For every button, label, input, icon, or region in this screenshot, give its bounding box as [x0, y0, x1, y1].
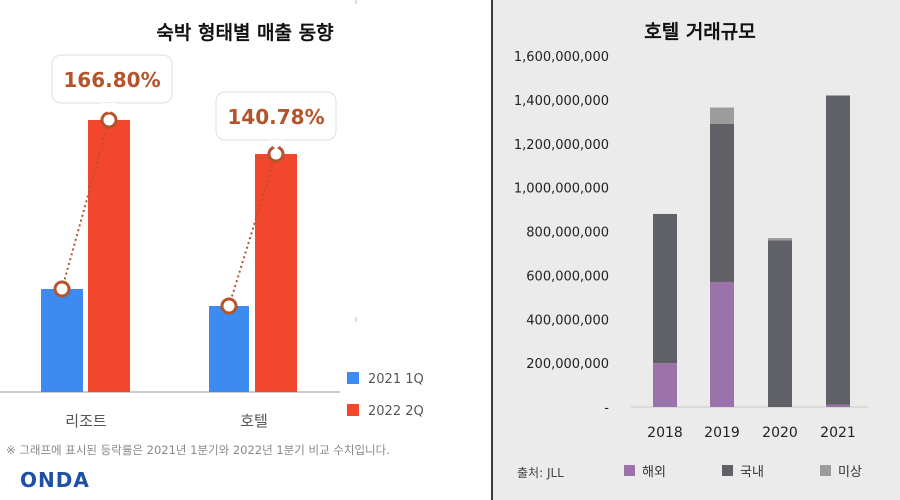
- x-tick-label: 2019: [704, 425, 740, 441]
- y-tick-label: 1,200,000,000: [514, 138, 609, 153]
- left-chart-title: 숙박 형태별 매출 동향: [156, 22, 334, 44]
- x-tick-label: 2021: [820, 425, 856, 441]
- y-tick-label: 1,000,000,000: [514, 182, 609, 197]
- legend-swatch-2021-1q: [347, 372, 359, 384]
- y-tick-label: -: [604, 401, 609, 416]
- y-tick-label: 1,600,000,000: [514, 50, 609, 65]
- legend-label-domestic: 국내: [740, 465, 764, 480]
- legend-swatch-2022-2q: [347, 404, 359, 416]
- stacked-bar-segment: [710, 124, 734, 282]
- x-tick-label: 2018: [647, 425, 683, 441]
- marker-end: [102, 113, 116, 127]
- y-tick-label: 600,000,000: [526, 269, 609, 284]
- y-tick-label: 1,400,000,000: [514, 94, 609, 109]
- bar-2022-2q: [88, 120, 130, 392]
- marker-start: [222, 299, 236, 313]
- legend-swatch-unknown: [820, 465, 831, 476]
- stacked-bar-segment: [653, 214, 677, 363]
- category-label-hotel: 호텔: [240, 412, 268, 430]
- onda-logo: ONDA: [20, 468, 90, 492]
- bar-2022-2q: [255, 154, 297, 392]
- left-chart-panel: 숙박 형태별 매출 동향 166.80% 140.78% 2021 1Q 2022…: [0, 0, 491, 500]
- stacked-bar-segment: [768, 238, 792, 240]
- bar-2021-1q: [41, 289, 83, 392]
- growth-rate-label: 140.78%: [227, 105, 324, 129]
- y-tick-label: 200,000,000: [526, 357, 609, 372]
- right-chart-panel: 호텔 거래규모 - 200,000,000 400,000,000 600,000,0…: [493, 0, 900, 500]
- stacked-bar-segment: [826, 95, 850, 404]
- legend-label-2022-2q: 2022 2Q: [368, 404, 424, 419]
- right-chart-svg: 호텔 거래규모 - 200,000,000 400,000,000 600,000,0…: [493, 0, 900, 500]
- bar-2021-1q: [209, 306, 249, 392]
- right-chart-title: 호텔 거래규모: [644, 21, 756, 43]
- stacked-bar-segment: [653, 363, 677, 407]
- legend-swatch-domestic: [722, 465, 733, 476]
- stacked-bar-segment: [768, 240, 792, 407]
- y-tick-label: 800,000,000: [526, 226, 609, 241]
- legend-label-unknown: 미상: [838, 465, 862, 480]
- legend-label-overseas: 해외: [642, 465, 666, 480]
- left-chart-svg: 숙박 형태별 매출 동향 166.80% 140.78% 2021 1Q 2022…: [0, 0, 491, 500]
- source-note: 출처: JLL: [517, 466, 564, 480]
- marker-start: [55, 282, 69, 296]
- legend-label-2021-1q: 2021 1Q: [368, 372, 424, 387]
- growth-rate-label: 166.80%: [63, 68, 160, 92]
- x-tick-label: 2020: [762, 425, 798, 441]
- callout-pointer: [101, 103, 117, 113]
- stacked-bar-segment: [710, 108, 734, 124]
- y-tick-label: 400,000,000: [526, 313, 609, 328]
- category-label-resort: 리조트: [65, 412, 107, 430]
- legend-swatch-overseas: [624, 465, 635, 476]
- stacked-bar-segment: [826, 405, 850, 407]
- stacked-bar-segment: [710, 282, 734, 407]
- left-footnote: ※ 그래프에 표시된 등락률은 2021년 1분기와 2022년 1분기 비교 …: [6, 443, 390, 457]
